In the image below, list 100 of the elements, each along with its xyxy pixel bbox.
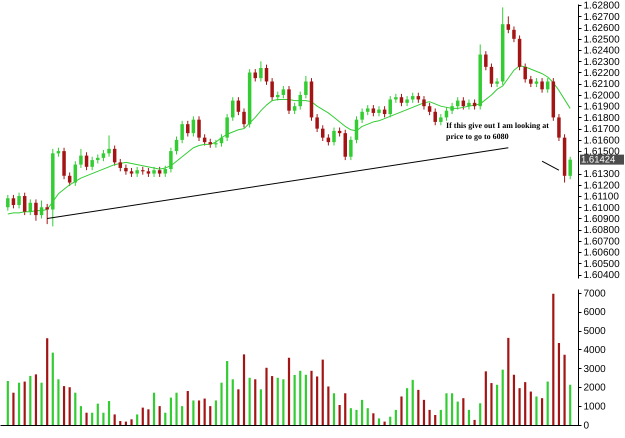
y-tick-label: 1.61600 [584, 135, 620, 146]
bar [271, 376, 274, 425]
candlestick [68, 172, 72, 186]
candlestick [354, 116, 358, 144]
y-tick-label: 1000 [584, 402, 606, 413]
bar [294, 374, 296, 425]
candlestick [264, 64, 268, 86]
bar [440, 410, 442, 425]
y-tick-label: 2000 [584, 382, 606, 394]
bar [428, 410, 431, 425]
candlestick [17, 192, 21, 209]
bar [546, 382, 549, 425]
candlestick [242, 108, 246, 128]
bar [68, 387, 71, 425]
y-tick-label: 1.62500 [584, 34, 620, 46]
candlestick [439, 114, 443, 126]
candlestick [174, 136, 178, 155]
bar [361, 400, 364, 425]
candlestick [456, 96, 460, 110]
candlestick [124, 164, 128, 176]
y-tick-label: 1.60700 [584, 236, 620, 248]
bar [344, 393, 346, 425]
bar [456, 402, 459, 425]
y-tick-label: 1.61800 [584, 112, 620, 124]
candlestick [523, 63, 527, 84]
bar [254, 379, 256, 425]
bar [52, 352, 54, 425]
candlestick [557, 114, 561, 142]
candlestick [484, 50, 488, 71]
bar [394, 410, 397, 425]
bar [214, 400, 217, 425]
candlestick [372, 104, 376, 117]
candlestick [22, 192, 26, 216]
bar [332, 393, 336, 425]
bar [434, 414, 436, 425]
bar [46, 338, 48, 425]
bar [366, 408, 369, 425]
y-tick-label: 1.62700 [584, 12, 620, 23]
bar [6, 380, 9, 425]
bar [524, 382, 526, 425]
y-tick-label: 1.62100 [584, 79, 620, 90]
bar [558, 343, 560, 425]
y-tick-label: 1.61300 [584, 169, 620, 180]
bar [389, 416, 392, 425]
candlestick [349, 136, 353, 161]
candlestick [304, 75, 308, 99]
candlestick [79, 148, 83, 168]
candlestick [231, 96, 235, 122]
candlestick [118, 158, 122, 172]
y-tick-label: 1.62800 [584, 0, 620, 12]
candlestick [225, 114, 229, 142]
candlestick [6, 194, 10, 212]
bar [170, 398, 172, 425]
y-tick-label: 1.62000 [584, 90, 620, 102]
candlestick [326, 134, 330, 146]
candlestick [462, 96, 466, 110]
bar [417, 390, 420, 425]
y-tick-label: 1.60400 [584, 270, 620, 282]
candlestick [405, 96, 409, 107]
bar [260, 389, 262, 425]
bar [164, 412, 166, 425]
bar [378, 418, 380, 425]
candlestick [490, 63, 494, 88]
bar [316, 376, 318, 425]
bar [479, 403, 482, 425]
text: 1.61424 [581, 154, 616, 166]
candlestick [74, 160, 78, 186]
y-tick-label: 1.61200 [584, 180, 620, 192]
candlestick [410, 92, 414, 104]
y-tick-label: 1.62200 [584, 68, 620, 79]
bar [507, 338, 510, 425]
candlestick [315, 114, 319, 133]
bar [198, 400, 200, 425]
candlestick [422, 96, 426, 110]
y-tick-label: 1.60800 [584, 225, 620, 236]
candlestick [259, 60, 263, 82]
bar [237, 389, 240, 425]
bar [282, 379, 284, 425]
bar [40, 382, 43, 425]
bar [175, 392, 178, 425]
bar [502, 370, 504, 425]
bar [406, 388, 408, 425]
candlestick [158, 166, 162, 178]
y-tick-label: 5000 [584, 326, 606, 338]
bar [299, 370, 302, 425]
bar [181, 406, 184, 425]
bar [91, 412, 94, 425]
candlestick [292, 102, 296, 115]
candlestick [428, 102, 432, 116]
bar [569, 384, 572, 425]
candlestick [12, 194, 16, 209]
bar [34, 374, 38, 425]
bar [276, 378, 279, 425]
bar [108, 401, 110, 425]
y-tick-label: 1.61100 [584, 192, 620, 203]
candlestick [197, 116, 201, 142]
bar [338, 404, 341, 425]
bar [288, 358, 290, 425]
bar [186, 391, 189, 425]
candlestick [169, 147, 173, 173]
